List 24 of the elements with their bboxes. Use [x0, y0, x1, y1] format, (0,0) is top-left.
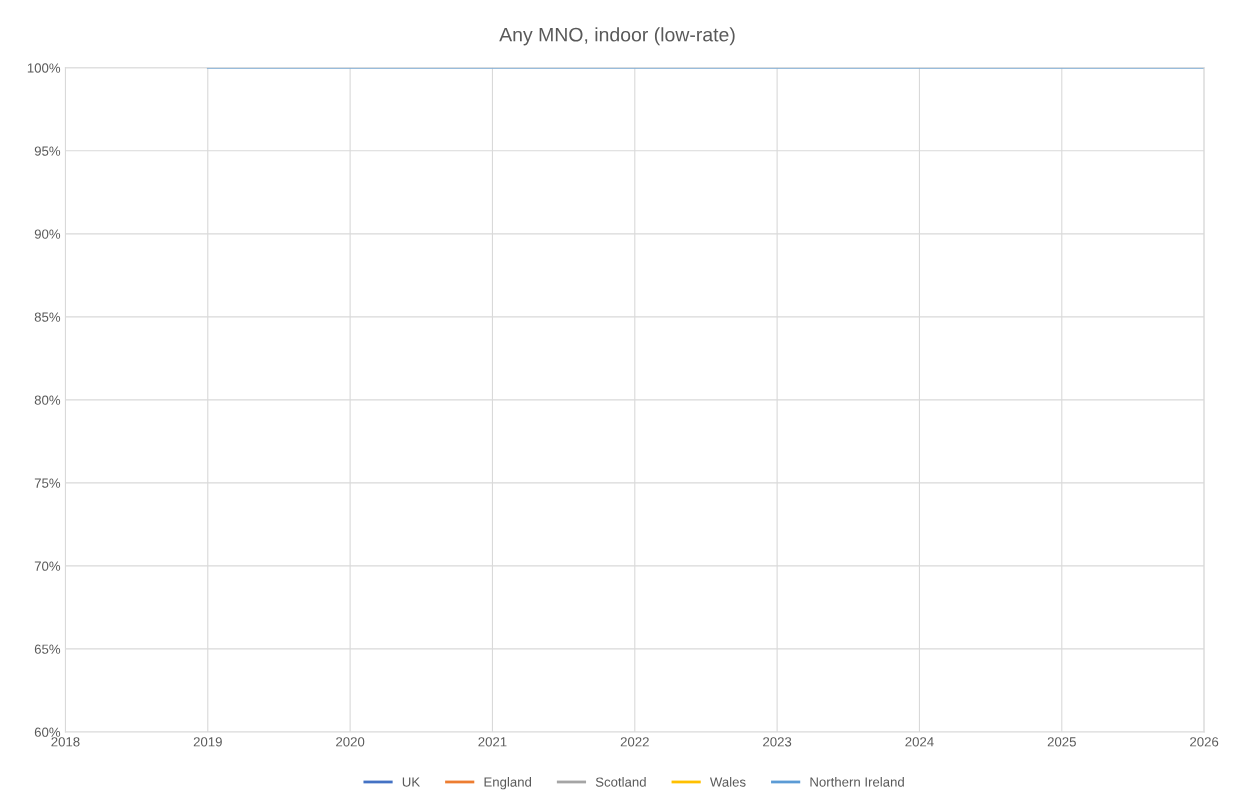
x-tick-label: 2018	[51, 737, 80, 747]
legend-label: Northern Ireland	[810, 777, 904, 787]
legend-label: Scotland	[595, 777, 646, 787]
y-tick-label: 65%	[34, 644, 61, 654]
legend-label: UK	[402, 777, 420, 787]
y-tick-label: 80%	[34, 395, 61, 405]
chart-title: Any MNO, indoor (low-rate)	[499, 27, 735, 46]
x-tick-label: 2021	[478, 737, 507, 747]
x-tick-label: 2024	[905, 737, 934, 747]
y-tick-label: 100%	[27, 63, 61, 73]
x-tick-label: 2020	[336, 737, 365, 747]
x-tick-label: 2025	[1047, 737, 1076, 747]
y-tick-label: 95%	[34, 146, 61, 156]
x-tick-label: 2026	[1190, 737, 1219, 747]
x-tick-label: 2019	[193, 737, 222, 747]
y-tick-label: 75%	[34, 478, 61, 488]
y-tick-label: 90%	[34, 229, 61, 239]
legend-label: England	[484, 777, 532, 790]
x-tick-label: 2023	[763, 737, 792, 747]
y-tick-label: 60%	[34, 727, 61, 737]
y-tick-label: 70%	[34, 561, 61, 571]
legend-label: Wales	[709, 777, 746, 787]
x-tick-label: 2022	[620, 737, 649, 747]
y-tick-label: 85%	[34, 312, 61, 322]
